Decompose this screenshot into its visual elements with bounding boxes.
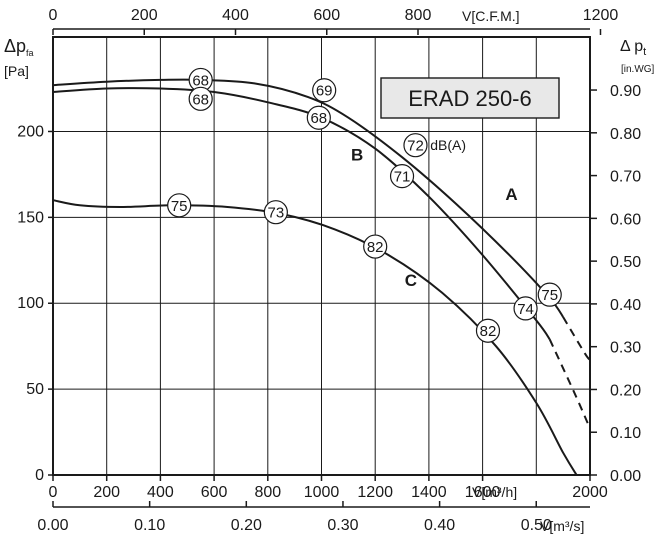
- y-right-tick-label: 0.80: [610, 126, 641, 143]
- db-marker-label: 75: [171, 198, 188, 215]
- x-primary-tick-label: 2000: [572, 484, 608, 501]
- y-left-axis-unit: [Pa]: [4, 63, 29, 79]
- db-marker-circle: [306, 105, 331, 130]
- db-marker-circle: [389, 164, 415, 189]
- db-unit-label: dB(A): [430, 137, 466, 153]
- db-marker-circle: [188, 86, 213, 111]
- curve-a-solid: [52, 78, 564, 318]
- y-left-tick-label: 100: [17, 295, 44, 312]
- x-top-axis-label: V[C.F.M.]: [462, 8, 520, 24]
- db-marker-circle: [363, 234, 388, 259]
- x-secondary-tick-label: 0.20: [231, 517, 262, 534]
- x-secondary-tick-label: 0.50: [521, 517, 552, 534]
- db-marker-label: 68: [192, 72, 209, 89]
- db-marker-circle: [537, 282, 562, 307]
- y-left-tick-label: 50: [26, 381, 44, 398]
- y-right-tick-label: 0.00: [610, 468, 641, 485]
- x-top-tick-label: 1200: [583, 7, 619, 24]
- chart-title: ERAD 250-6: [408, 86, 532, 111]
- x-top-tick-label: 600: [313, 7, 340, 24]
- y-left-tick-label: 200: [17, 123, 44, 140]
- db-marker-circle: [263, 200, 288, 225]
- db-marker-label: 82: [480, 323, 497, 340]
- model-box: [380, 77, 560, 119]
- x-primary-tick-label: 600: [201, 484, 228, 501]
- x-secondary-tick-label: 0.00: [37, 517, 68, 534]
- y-left-axis-label: Δpfa: [4, 36, 34, 58]
- y-right-tick-label: 0.50: [610, 254, 641, 271]
- db-markers: 68 69 72 75 68 68 71 74 75 73 82 82: [167, 67, 562, 343]
- x-secondary-tick-label: 0.40: [424, 517, 455, 534]
- y-right-axis-unit: [in.WG]: [621, 64, 655, 75]
- x-primary-tick-label: 1200: [357, 484, 393, 501]
- x-top-tick-label: 0: [49, 7, 58, 24]
- curve-label-b: B: [351, 146, 363, 165]
- y-right-tick-label: 0.40: [610, 297, 641, 314]
- axis-ticks: 0 200 400 600 800 1000 1200 1400 1600 20000501001…: [17, 7, 641, 534]
- db-marker-circle: [513, 296, 538, 321]
- db-marker-label: 74: [517, 301, 534, 318]
- x-primary-axis-label: V[m³/h]: [472, 484, 517, 500]
- db-marker-label: 73: [268, 205, 285, 222]
- x-primary-tick-label: 0: [49, 484, 58, 501]
- x-primary-tick-label: 1000: [304, 484, 340, 501]
- curve-a-dashed: [562, 316, 591, 361]
- db-marker-label: 82: [367, 239, 384, 256]
- db-marker-label: 72: [407, 138, 424, 155]
- x-top-tick-label: 800: [405, 7, 432, 24]
- x-primary-tick-label: 400: [147, 484, 174, 501]
- y-right-tick-label: 0.20: [610, 382, 641, 399]
- curve-label-c: C: [405, 271, 417, 290]
- x-top-tick-label: 400: [222, 7, 249, 24]
- x-primary-tick-label: 800: [254, 484, 281, 501]
- curve-b-dashed: [548, 338, 591, 429]
- curve-label-a: A: [505, 185, 517, 204]
- db-marker-label: 68: [192, 91, 209, 108]
- db-marker-circle: [312, 78, 337, 103]
- y-right-axis-label: Δ pt: [620, 38, 646, 58]
- y-right-tick-label: 0.70: [610, 169, 641, 186]
- curve-c-solid: [52, 199, 578, 476]
- x-secondary-axis-label: V[m³/s]: [540, 518, 584, 534]
- db-marker-label: 71: [394, 169, 411, 186]
- x-primary-tick-label: 1600: [465, 484, 501, 501]
- y-right-tick-label: 0.60: [610, 211, 641, 228]
- x-secondary-tick-label: 0.10: [134, 517, 165, 534]
- db-marker-circle: [475, 318, 501, 343]
- y-right-tick-label: 0.10: [610, 425, 641, 442]
- x-top-tick-label: 200: [131, 7, 158, 24]
- db-marker-label: 69: [316, 83, 333, 100]
- y-right-tick-label: 0.90: [610, 83, 641, 100]
- db-marker-label: 75: [541, 287, 558, 304]
- db-marker-circle: [167, 193, 192, 218]
- db-marker-circle: [403, 133, 428, 158]
- model-label-box: ERAD 250-6: [380, 77, 560, 119]
- y-right-tick-label: 0.30: [610, 340, 641, 357]
- x-primary-tick-label: 200: [93, 484, 120, 501]
- x-primary-tick-label: 1400: [411, 484, 447, 501]
- x-secondary-tick-label: 0.30: [327, 517, 358, 534]
- y-left-tick-label: 150: [17, 209, 44, 226]
- y-left-tick-label: 0: [35, 467, 44, 484]
- db-marker-label: 68: [310, 110, 327, 127]
